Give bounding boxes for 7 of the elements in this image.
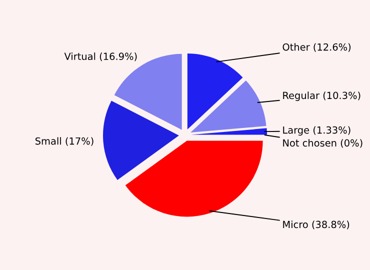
slice-label: Regular (10.3%): [283, 92, 360, 101]
slice-label: Small (17%): [35, 137, 94, 146]
slice-label: Large (1.33%): [283, 126, 350, 136]
slice-label: Micro (38.8%): [283, 220, 350, 230]
slice-label: Other (12.6%): [282, 43, 351, 52]
category-label: Not chosen (0%): [283, 139, 362, 148]
slice-label: Virtual (16.9%): [64, 52, 137, 62]
